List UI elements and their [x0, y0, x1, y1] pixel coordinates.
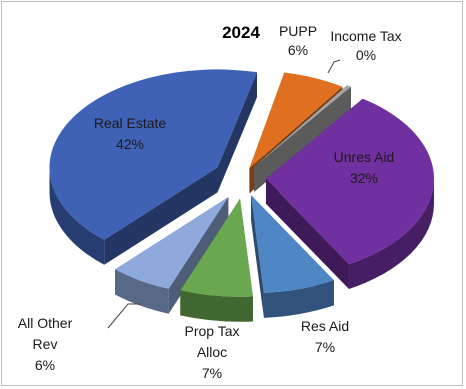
slice-all-other-rev-top	[114, 197, 229, 289]
slice-unres-aid-top	[265, 98, 434, 265]
slice-all-other-rev-edge	[114, 269, 169, 314]
label-pupp-name: PUPP	[279, 23, 317, 39]
slice-unres-aid-wall-1	[265, 178, 349, 290]
slice-res-aid-top	[251, 195, 334, 293]
slice-unres-aid	[265, 98, 434, 290]
slice-res-aid-wall-1	[251, 195, 264, 318]
label-prop-tax-name-line2: Alloc	[197, 344, 227, 360]
slice-real-estate-wall-0	[104, 167, 218, 265]
slice-prop-tax-alloc	[180, 198, 253, 322]
slice-income-tax	[254, 85, 352, 192]
label-prop-tax-name-line1: Prop Tax	[185, 323, 240, 339]
label-all-other-name-line2: Rev	[33, 336, 58, 352]
slice-real-estate	[49, 69, 258, 265]
label-pupp-value: 6%	[288, 42, 308, 58]
label-all-other-name-line1: All Other	[18, 315, 73, 331]
chart-title: 2024	[222, 23, 260, 42]
label-income-tax-name: Income Tax	[330, 28, 401, 44]
slice-pupp-top	[249, 72, 343, 169]
slice-real-estate-wall-1	[217, 72, 258, 193]
slice-prop-tax-alloc-edge	[180, 290, 253, 322]
slice-income-tax-top	[254, 85, 352, 167]
slice-all-other-rev	[114, 197, 229, 314]
slice-real-estate-edge	[49, 167, 105, 265]
label-real-estate-value: 42%	[116, 136, 144, 152]
slice-unres-aid-edge	[348, 178, 434, 290]
slice-income-tax-wall-1	[254, 86, 352, 192]
label-res-aid-name: Res Aid	[301, 318, 349, 334]
slice-real-estate-top	[49, 69, 258, 240]
label-all-other-value: 6%	[35, 357, 55, 373]
leader-line-all-other	[107, 303, 141, 329]
label-unres-aid-name: Unres Aid	[334, 149, 395, 165]
slice-res-aid	[251, 195, 334, 318]
label-unres-aid-value: 32%	[350, 170, 378, 186]
slice-prop-tax-alloc-top	[180, 198, 253, 297]
label-prop-tax-value: 7%	[202, 365, 222, 381]
label-res-aid-value: 7%	[315, 339, 335, 355]
leader-line-income-tax	[327, 59, 341, 74]
slice-res-aid-edge	[263, 280, 334, 318]
label-real-estate-name: Real Estate	[94, 115, 167, 131]
label-income-tax-value: 0%	[356, 47, 376, 63]
